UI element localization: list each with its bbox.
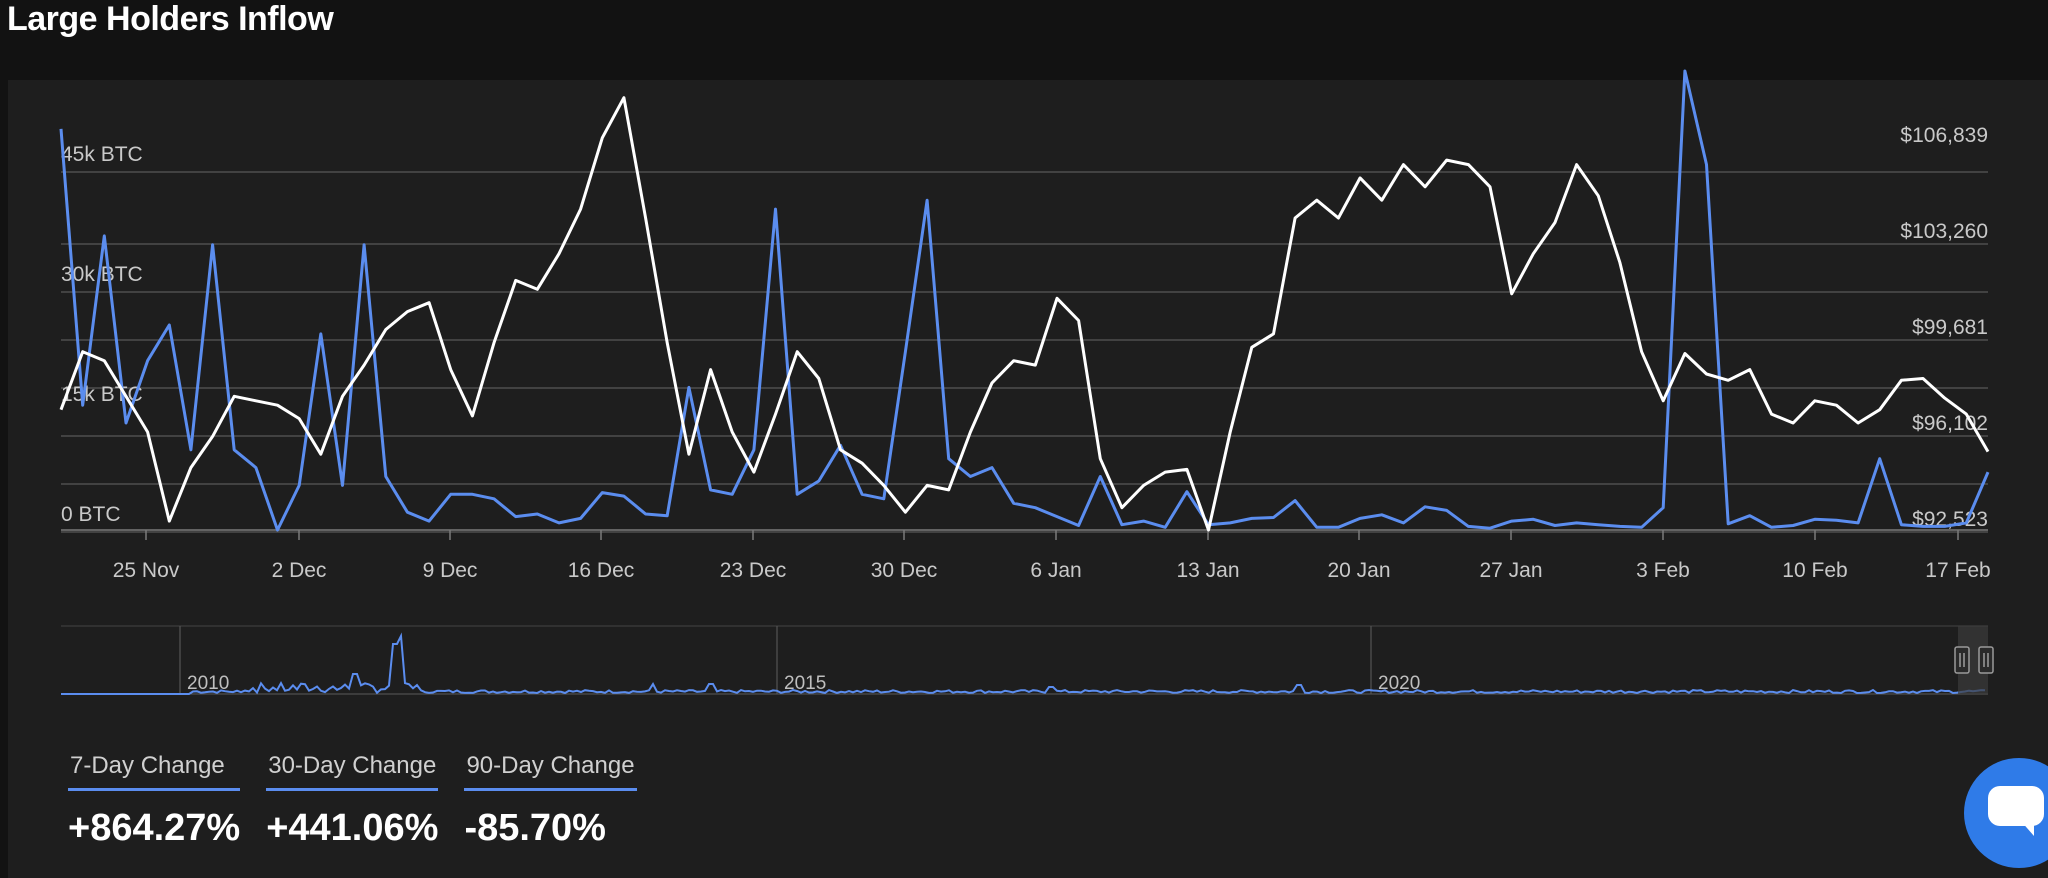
navigator-handle-right[interactable] (1978, 646, 1994, 674)
price-series-line (59, 96, 1990, 532)
stat-7-day[interactable]: 7-Day Change +864.27% (68, 752, 241, 850)
x-tick-label: 13 Jan (1176, 559, 1239, 582)
y-tick-label-right: $106,839 (1900, 124, 1988, 147)
y-tick-label-right: $103,260 (1900, 220, 1988, 243)
inflow-series-line (59, 69, 1990, 532)
x-tick-label: 25 Nov (113, 559, 180, 582)
navigator-year-label: 2010 (187, 673, 229, 694)
x-tick-label: 6 Jan (1030, 559, 1081, 582)
stat-value: +441.06% (266, 807, 439, 849)
stat-label: 90-Day Change (464, 752, 637, 791)
chat-icon-tail (2020, 820, 2034, 836)
navigator-sparkline (61, 632, 1986, 695)
x-tick-label: 23 Dec (720, 559, 787, 582)
x-tick-label: 27 Jan (1479, 559, 1542, 582)
page-title: Large Holders Inflow (7, 0, 334, 38)
x-tick-label: 9 Dec (423, 559, 478, 582)
stat-value: +864.27% (68, 807, 241, 849)
x-tick-label: 17 Feb (1925, 559, 1990, 582)
y-tick-label-right: $99,681 (1912, 316, 1988, 339)
stat-label: 30-Day Change (266, 752, 439, 791)
x-tick-label: 10 Feb (1782, 559, 1847, 582)
navigator-year-label: 2015 (784, 673, 826, 694)
x-tick-label: 3 Feb (1636, 559, 1690, 582)
y-tick-label-left: 0 BTC (61, 503, 121, 526)
change-stats: 7-Day Change +864.27% 30-Day Change +441… (68, 752, 637, 850)
x-tick-label: 2 Dec (272, 559, 327, 582)
stat-90-day[interactable]: 90-Day Change -85.70% (464, 752, 637, 850)
stat-30-day[interactable]: 30-Day Change +441.06% (266, 752, 439, 850)
chat-button[interactable] (1964, 758, 2048, 868)
navigator-year-label: 2020 (1378, 673, 1420, 694)
chat-icon (1988, 786, 2044, 826)
stat-value: -85.70% (464, 807, 606, 849)
x-tick-label: 30 Dec (871, 559, 938, 582)
y-tick-label-left: 45k BTC (61, 143, 143, 166)
navigator-handle-left[interactable] (1954, 646, 1970, 674)
x-tick-label: 20 Jan (1327, 559, 1390, 582)
y-tick-label-left: 30k BTC (61, 263, 143, 286)
stat-label: 7-Day Change (68, 752, 241, 791)
x-tick-label: 16 Dec (568, 559, 635, 582)
